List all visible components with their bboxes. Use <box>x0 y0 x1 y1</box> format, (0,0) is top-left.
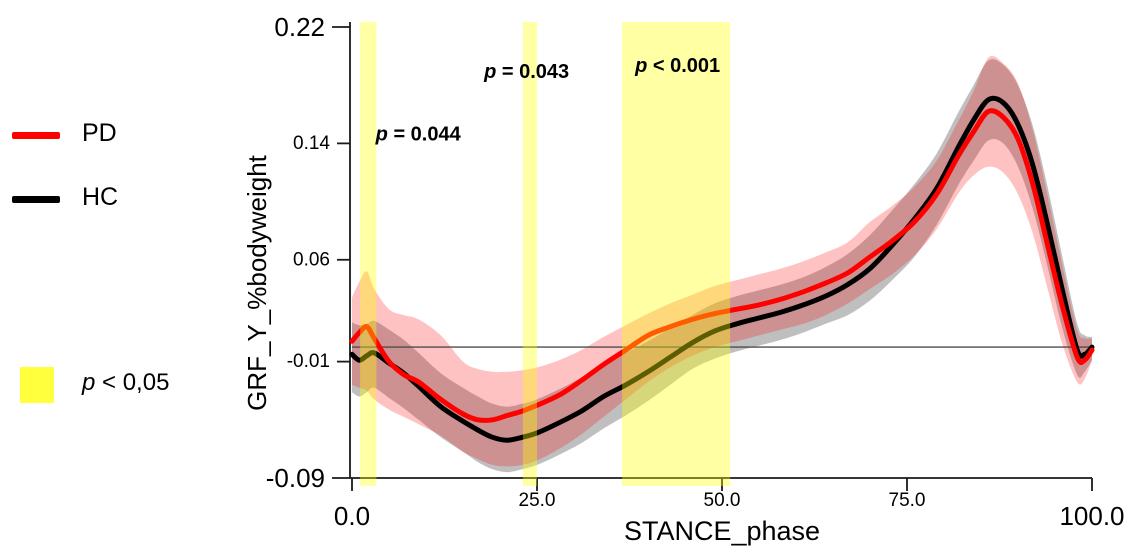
p-value-annotation-1: p = 0.044 <box>375 123 462 145</box>
legend-label-hc: HC <box>82 183 119 211</box>
hc-line-swatch <box>12 196 60 203</box>
legend: PD HC p < 0,05 <box>0 0 230 559</box>
p-value-annotation-2: p = 0.043 <box>483 61 569 83</box>
significance-swatch <box>20 367 54 403</box>
hc-confidence-band <box>352 59 1092 473</box>
pd-line-swatch <box>12 132 60 139</box>
p-symbol: p <box>82 369 96 396</box>
y-axis-label: GRF_Y_%bodyweight <box>242 154 272 411</box>
p-value-annotation-3: p < 0.001 <box>634 55 720 77</box>
significant-region-1 <box>360 22 377 486</box>
significant-region-2 <box>522 22 537 486</box>
hc-mean-line <box>349 95 1095 443</box>
legend-label-significance: p < 0,05 <box>82 371 169 395</box>
x-tick-label: 25.0 <box>519 490 556 511</box>
significant-region-3 <box>622 22 731 486</box>
x-tick-label: 50.0 <box>704 490 741 511</box>
x-tick-label: 100.0 <box>1059 501 1124 531</box>
y-tick-label: 0.22 <box>274 12 325 42</box>
significance-threshold: < 0,05 <box>95 369 170 396</box>
y-tick-label: -0.01 <box>287 351 330 372</box>
y-tick-label: 0.06 <box>293 249 330 270</box>
x-tick-label: 0.0 <box>334 501 370 531</box>
x-tick-label: 75.0 <box>889 490 926 511</box>
x-axis-label: STANCE_phase <box>624 516 820 546</box>
pd-mean-line <box>349 108 1095 423</box>
pd-confidence-band <box>352 55 1092 467</box>
y-tick-label: 0.14 <box>293 133 330 154</box>
y-tick-label: -0.09 <box>266 463 325 493</box>
legend-label-pd: PD <box>82 119 117 147</box>
